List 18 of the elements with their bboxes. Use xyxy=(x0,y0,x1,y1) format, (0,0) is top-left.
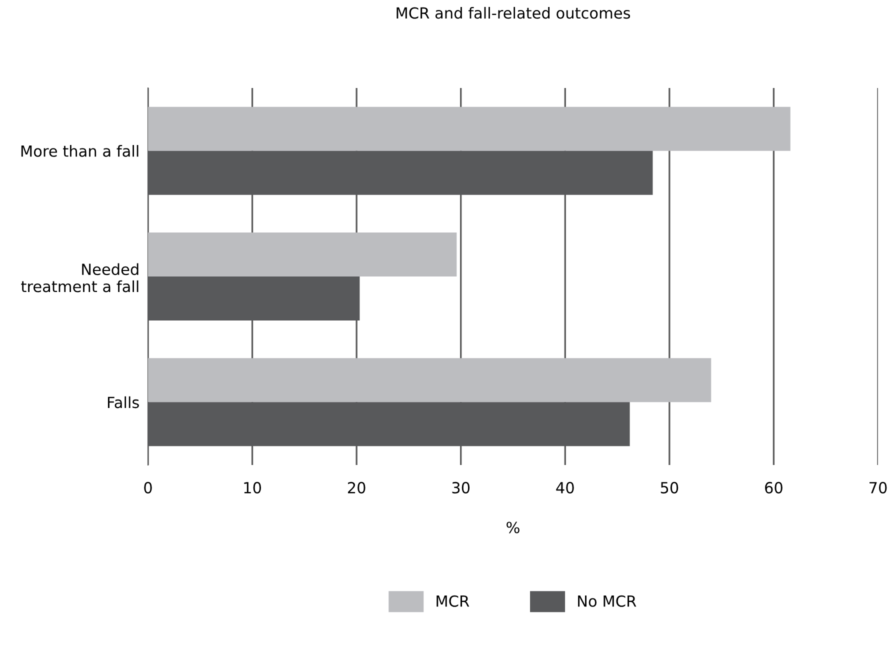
legend-label: MCR xyxy=(436,595,470,607)
x-tick-label: 20 xyxy=(348,482,366,494)
x-tick-label: 10 xyxy=(244,482,261,494)
x-tick-label: 60 xyxy=(765,482,782,494)
bar xyxy=(148,106,790,151)
y-tick-label: Needed treatment a fall xyxy=(21,263,138,292)
x-tick-label: 30 xyxy=(452,482,470,494)
y-tick-label: More than a fall xyxy=(21,145,138,157)
x-tick-label: 50 xyxy=(660,482,678,494)
x-tick-label: 40 xyxy=(556,482,574,494)
y-tick-label: Falls xyxy=(108,396,139,408)
legend-label: No MCR xyxy=(578,595,636,607)
x-tick-label: 70 xyxy=(870,482,887,494)
x-axis-title: % xyxy=(506,522,520,534)
x-tick-label: 0 xyxy=(144,482,152,494)
bar xyxy=(148,232,457,276)
bar xyxy=(148,358,712,402)
chart-title: MCR and fall-related outcomes xyxy=(396,6,630,19)
